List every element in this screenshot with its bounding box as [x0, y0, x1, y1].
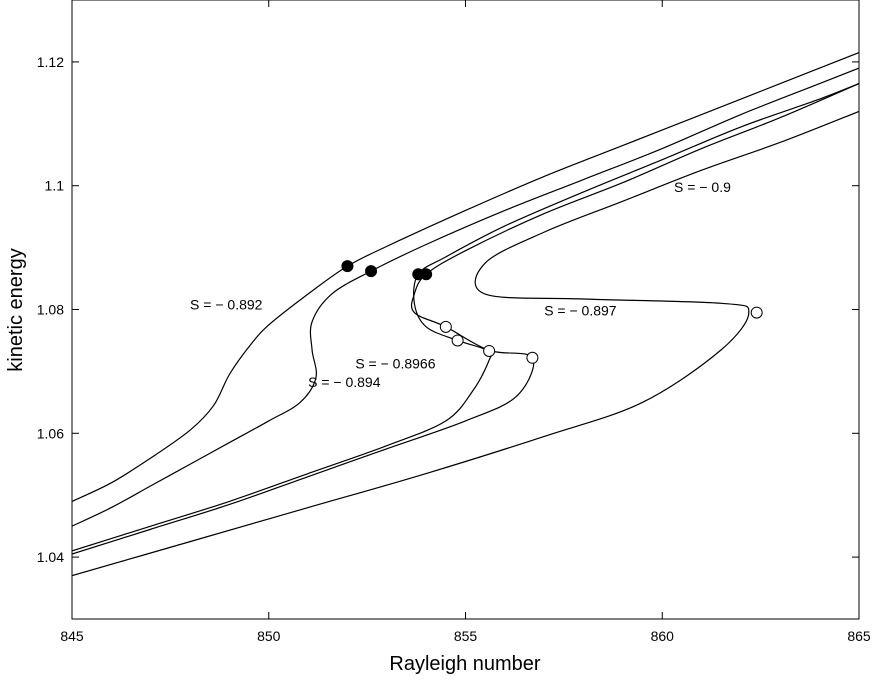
series-label: S = − 0.9 — [674, 179, 731, 195]
open-marker — [483, 344, 496, 357]
series-line-3 — [72, 83, 859, 555]
series-line-2 — [72, 83, 859, 552]
open-marker — [526, 351, 539, 364]
series-line-0 — [72, 52, 859, 502]
annotations-group: S = − 0.892 S = − 0.894 S = − 0.8966 S = − … — [190, 179, 731, 390]
series-label: S = − 0.892 — [190, 297, 263, 313]
x-tick-label: 860 — [651, 628, 675, 644]
y-tick-label: 1.1 — [45, 178, 65, 194]
y-tick-label: 1.04 — [37, 549, 64, 565]
x-axis-label: Rayleigh number — [389, 653, 541, 675]
y-tick-label: 1.06 — [37, 425, 64, 441]
series-label: S = − 0.894 — [308, 374, 381, 390]
filled-marker — [341, 260, 354, 273]
open-marker — [451, 334, 464, 347]
open-marker — [439, 320, 452, 333]
y-tick-label: 1.12 — [37, 54, 64, 70]
y-tick-label: 1.08 — [37, 302, 64, 318]
y-axis-label: kinetic energy — [5, 248, 27, 371]
series-line-4 — [72, 110, 859, 577]
filled-marker — [420, 268, 433, 281]
x-tick-label: 865 — [847, 628, 871, 644]
x-tick-label: 850 — [257, 628, 281, 644]
series-group — [72, 52, 859, 577]
x-tick-label: 855 — [454, 628, 478, 644]
x-tick-label: 845 — [60, 628, 84, 644]
open-marker — [750, 306, 763, 319]
series-label: S = − 0.8966 — [355, 355, 435, 371]
markers-group — [341, 260, 763, 364]
series-label: S = − 0.897 — [544, 303, 617, 319]
series-line-1 — [72, 67, 859, 527]
filled-marker — [365, 265, 378, 278]
axis-ticks: 845 850 855 860 865 1.04 1.06 1.08 1.1 1.12 — [37, 0, 871, 644]
